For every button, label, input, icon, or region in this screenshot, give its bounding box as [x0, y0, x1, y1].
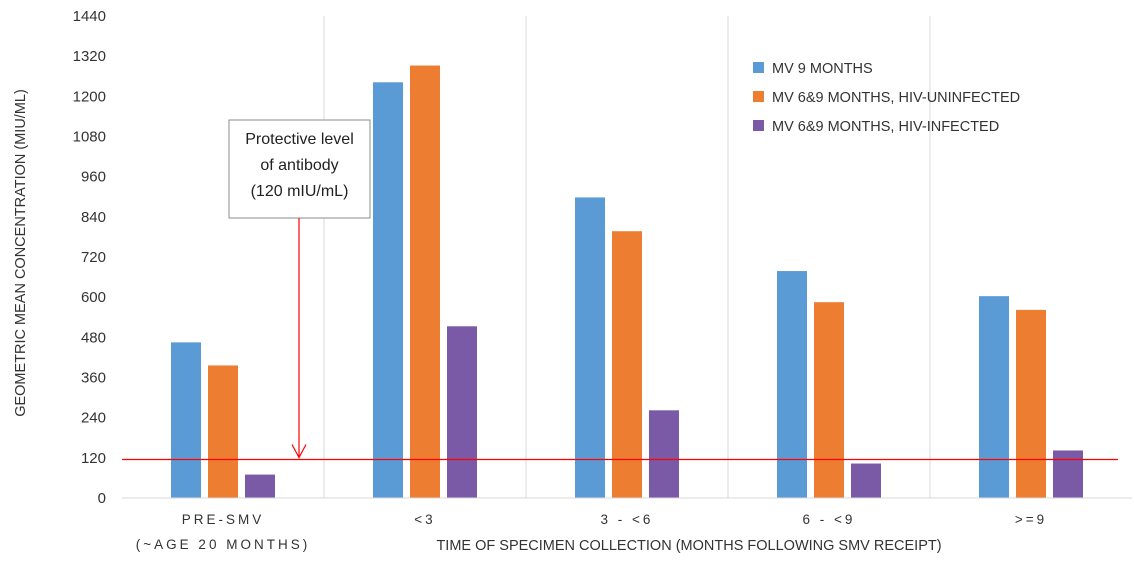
- annotation-text: (120 mIU/mL): [251, 183, 349, 200]
- y-tick-label: 840: [81, 209, 106, 226]
- y-tick-label: 360: [81, 370, 106, 387]
- y-tick-label: 0: [98, 490, 106, 507]
- y-axis-title: GEOMETRIC MEAN CONCENTRATION (MIU/ML): [13, 89, 29, 417]
- bar: [1016, 309, 1046, 498]
- bar: [777, 271, 807, 498]
- bar: [814, 302, 844, 498]
- legend-label: MV 9 MONTHS: [772, 61, 873, 77]
- bar: [208, 365, 238, 498]
- y-tick-label: 240: [81, 410, 106, 427]
- bar: [979, 296, 1009, 498]
- legend-label: MV 6&9 MONTHS, HIV-UNINFECTED: [772, 90, 1020, 106]
- legend-swatch: [753, 91, 764, 102]
- y-tick-label: 1320: [73, 48, 106, 65]
- legend-swatch: [753, 62, 764, 73]
- bar: [245, 474, 275, 498]
- y-axis-ticks: 0 120 240 360 480 600 720 840 960 1080 1200 1320 144…: [73, 8, 106, 507]
- y-tick-label: 480: [81, 329, 106, 346]
- bar: [171, 342, 201, 498]
- bar: [649, 410, 679, 498]
- legend-swatch: [753, 120, 764, 131]
- annotation-arrowhead: [291, 444, 307, 459]
- x-tick-label: >=9: [1015, 512, 1047, 527]
- y-tick-label: 720: [81, 249, 106, 266]
- bar: [851, 463, 881, 498]
- legend-label: MV 6&9 MONTHS, HIV-INFECTED: [772, 119, 999, 135]
- annotation-box: [228, 119, 371, 219]
- y-tick-label: 1200: [73, 88, 106, 105]
- bar: [447, 326, 477, 498]
- y-tick-label: 1440: [73, 8, 106, 25]
- bar: [1053, 450, 1083, 498]
- y-tick-label: 120: [81, 450, 106, 467]
- bar: [575, 197, 605, 499]
- bar: [612, 231, 642, 499]
- bar: [373, 82, 403, 499]
- y-tick-label: 1080: [73, 129, 106, 146]
- x-tick-label: PRE-SMV: [182, 512, 265, 527]
- x-axis-title: TIME OF SPECIMEN COLLECTION (MONTHS FOLL…: [436, 538, 941, 554]
- annotation-text: of antibody: [260, 157, 338, 174]
- x-tick-label: 3 - <6: [601, 512, 654, 527]
- annotation-text: Protective level: [245, 131, 354, 148]
- grid-lines: [323, 16, 931, 498]
- y-tick-label: 600: [81, 289, 106, 306]
- x-tick-label-line2: (~AGE 20 MONTHS): [136, 537, 310, 552]
- legend: MV 9 MONTHS MV 6&9 MONTHS, HIV-UNINFECTED…: [753, 61, 1020, 135]
- x-axis-categories: PRE-SMV (~AGE 20 MONTHS) <3 3 - <6 6 - <9 >=9: [136, 512, 1047, 552]
- x-tick-label: 6 - <9: [803, 512, 856, 527]
- x-tick-label: <3: [414, 512, 435, 527]
- bar: [410, 65, 440, 499]
- y-tick-label: 960: [81, 169, 106, 186]
- annotation-group: Protective level of antibody (120 mIU/mL): [228, 119, 371, 459]
- bars: [171, 65, 1083, 499]
